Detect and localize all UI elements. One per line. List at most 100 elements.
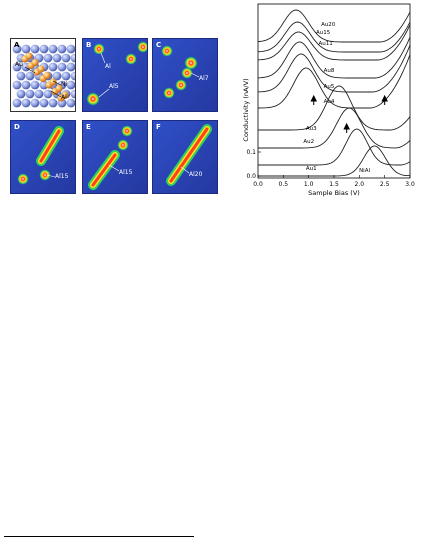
panel-label: E: [86, 123, 91, 131]
gold-atom: [55, 84, 63, 93]
annotation-al20: Al20: [189, 171, 203, 178]
substrate-atom: [70, 53, 75, 63]
x-tick-label: 3.0: [405, 181, 415, 188]
x-tick-label: 2.5: [380, 181, 390, 188]
annotation-ni: Ni: [61, 81, 68, 88]
series-line-au8: [257, 37, 411, 79]
annotation-al5: Al5: [109, 83, 119, 90]
stm-image-d: [11, 121, 75, 193]
annotation-al15: Al15: [119, 169, 133, 176]
substrate-atom: [12, 44, 22, 54]
substrate-atom: [12, 80, 22, 90]
series-label: NiAl: [359, 168, 370, 174]
series-line-au5: [257, 44, 411, 93]
panel-e: E Al15: [82, 120, 148, 194]
substrate-atom: [48, 44, 58, 54]
gold-atom: [43, 71, 51, 80]
substrate-atom: [16, 71, 26, 81]
substrate-atom: [61, 53, 71, 63]
x-tick-label: 2.0: [355, 181, 365, 188]
x-axis-label: Sample Bias (V): [308, 189, 360, 197]
substrate-atom: [52, 53, 62, 63]
peak-arrow: [381, 94, 388, 105]
series-line-au1: [258, 128, 411, 166]
substrate-atom: [25, 71, 35, 81]
substrate-atom: [30, 44, 40, 54]
y-tick-label: 0.1: [246, 149, 256, 156]
x-tick-label: 1.0: [304, 181, 314, 188]
stm-image-e: [83, 121, 147, 193]
conductivity-chart: Au20 Au15 Au11 Au8 Au5 Au4 Au3 Au2 Au1 NiAl 0.0 0.…: [236, 0, 418, 198]
substrate-atom: [48, 98, 58, 108]
substrate-atom: [30, 80, 40, 90]
gold-atom: [25, 52, 33, 60]
substrate-atom: [66, 44, 75, 54]
substrate-atom: [61, 71, 71, 81]
series-label: Au1: [306, 166, 317, 172]
substrate-atom: [21, 98, 31, 108]
panel-label: C: [156, 41, 162, 49]
series-line-au15: [257, 21, 411, 53]
substrate-atom: [30, 98, 40, 108]
series-label: Au15: [316, 30, 331, 36]
substrate-atom: [12, 98, 22, 108]
y-axis-label: Conductivity (nA/V): [242, 78, 250, 141]
annotation-al: Al: [61, 94, 67, 101]
series-line-au2: [258, 107, 411, 149]
series-label: Au3: [306, 126, 317, 132]
annotation-al: Al: [105, 63, 111, 70]
series-line-au3: [258, 85, 411, 131]
panel-label: F: [156, 123, 161, 131]
substrate-atom: [57, 62, 67, 72]
panel-b: B Al Al5: [82, 38, 148, 112]
gold-atom: [37, 65, 45, 73]
panel-a: A Au Ni Al: [10, 38, 76, 112]
x-tick-label: 0.5: [279, 181, 289, 188]
substrate-atom: [25, 89, 35, 99]
substrate-atom: [48, 62, 58, 72]
peak-arrow: [343, 122, 350, 133]
substrate-atom: [57, 44, 67, 54]
gold-atom: [61, 91, 69, 99]
series-label: Au11: [319, 41, 333, 47]
series-line-au20: [257, 9, 411, 43]
panel-d: D Al15: [10, 120, 76, 194]
atomic-model-illustration: [12, 44, 75, 108]
substrate-atom: [39, 44, 49, 54]
series-label: Au20: [321, 22, 336, 28]
substrate-atom: [66, 80, 75, 90]
series-label: Au4: [324, 99, 335, 105]
series-label: Au8: [324, 68, 335, 74]
substrate-atom: [34, 89, 44, 99]
substrate-atom: [43, 53, 53, 63]
panel-f: F Al20: [152, 120, 218, 194]
series-label: Au5: [324, 84, 335, 90]
panel-label: D: [14, 123, 20, 131]
substrate-atom: [43, 89, 53, 99]
peak-arrow: [310, 94, 318, 105]
series-line-au11: [258, 24, 411, 61]
x-tick-label: 0.0: [253, 181, 263, 188]
annotation-al7: Al7: [199, 75, 209, 82]
panel-label: A: [14, 41, 20, 49]
stm-image-b: [83, 39, 147, 111]
annotation-al15: Al15: [55, 173, 69, 180]
footnote-rule: [4, 536, 194, 537]
substrate-atom: [70, 71, 75, 81]
substrate-atom: [66, 98, 75, 108]
panel-c: C Al7: [152, 38, 218, 112]
substrate-atom: [21, 44, 31, 54]
stm-image-f: [153, 121, 217, 193]
y-tick-label: 0.0: [246, 173, 256, 180]
substrate-atom: [39, 98, 49, 108]
stm-image-c: [153, 39, 217, 111]
substrate-atom: [12, 62, 22, 72]
substrate-atom: [66, 62, 75, 72]
gold-atom: [31, 58, 39, 67]
x-tick-label: 1.5: [329, 181, 339, 188]
gold-atom: [49, 78, 57, 86]
panel-label: B: [86, 41, 92, 49]
annotation-au: Au: [15, 61, 23, 68]
substrate-atom: [52, 71, 62, 81]
